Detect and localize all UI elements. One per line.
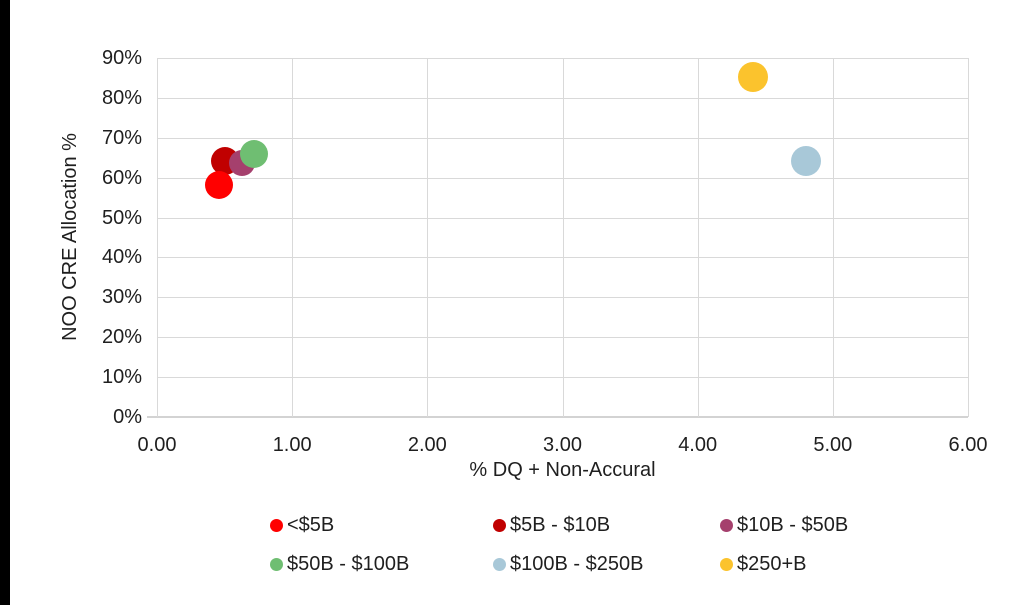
y-tick-label: 50%: [101, 206, 142, 229]
x-tick-label: 5.00: [813, 434, 853, 456]
bubble-250-b: [738, 62, 769, 93]
legend-item: $50B - $100B: [270, 552, 409, 576]
y-tick-label: 30%: [101, 286, 142, 309]
x-tick-label: 3.00: [543, 434, 582, 456]
y-tick-label: 0%: [113, 406, 142, 428]
bubble-50b-100b: [240, 139, 269, 168]
x-tick-label: 0.00: [137, 434, 177, 456]
legend-item: $100B - $250B: [493, 552, 643, 576]
legend-label: <$5B: [287, 514, 335, 536]
bubble-100b-250b: [790, 145, 821, 176]
legend-marker-icon: [720, 518, 733, 532]
gridline-vertical: [292, 58, 294, 417]
legend-marker-icon: [493, 518, 506, 532]
gridline-vertical: [697, 58, 699, 417]
left-black-bar: [0, 0, 10, 605]
gridline-vertical: [562, 58, 564, 417]
y-tick-label: 60%: [101, 166, 142, 189]
x-tick-label: 6.00: [948, 434, 988, 456]
legend-label: $5B - $10B: [510, 514, 611, 536]
legend-label: $10B - $50B: [737, 514, 849, 536]
legend-marker-icon: [270, 518, 283, 532]
gridline-vertical: [157, 58, 158, 417]
y-axis-title: NOO CRE Allocation %: [59, 133, 81, 341]
x-axis-title: % DQ + Non-Accural: [469, 459, 656, 481]
legend-item: <$5B: [270, 513, 334, 537]
legend-item: $5B - $10B: [493, 513, 610, 537]
legend-item: $10B - $50B: [720, 513, 848, 537]
legend-marker-icon: [493, 557, 506, 571]
legend-marker-icon: [720, 557, 733, 571]
y-tick-label: 20%: [101, 326, 142, 349]
legend-label: $50B - $100B: [287, 553, 410, 575]
x-axis-line: [147, 416, 968, 418]
y-tick-label: 10%: [101, 366, 142, 389]
y-tick-label: 90%: [101, 47, 142, 69]
legend-item: $250+B: [720, 552, 807, 576]
gridline-vertical: [968, 58, 969, 417]
gridline-vertical: [832, 58, 834, 417]
legend-marker-icon: [270, 557, 283, 571]
x-tick-label: 1.00: [272, 434, 312, 456]
bubble-5b: [205, 170, 234, 199]
legend-label: $100B - $250B: [510, 553, 644, 575]
legend-label: $250+B: [737, 553, 807, 575]
gridline-vertical: [427, 58, 429, 417]
y-tick-label: 80%: [101, 86, 142, 109]
x-tick-label: 2.00: [407, 434, 447, 456]
x-tick-label: 4.00: [678, 434, 718, 456]
y-tick-label: 70%: [101, 126, 142, 149]
y-tick-label: 40%: [101, 246, 142, 269]
